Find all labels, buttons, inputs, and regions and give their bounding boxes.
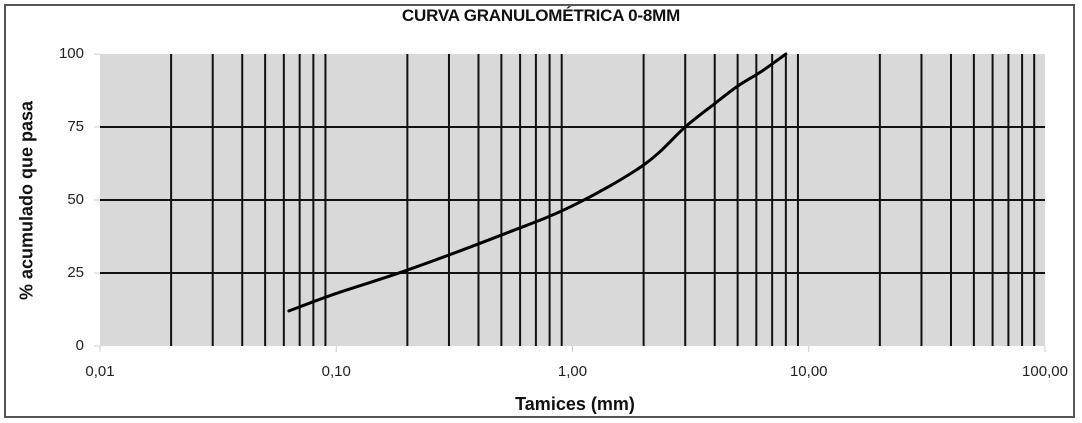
y-tick-label: 100	[58, 45, 84, 62]
x-tick-label: 100,00	[1022, 363, 1068, 380]
y-tick-label: 50	[67, 191, 84, 208]
y-tick-label: 0	[75, 337, 84, 354]
y-tick-label: 25	[67, 264, 84, 281]
x-tick-label: 10,00	[789, 363, 828, 380]
chart-title: CURVA GRANULOMÉTRICA 0-8MM	[401, 6, 681, 25]
x-tick-label: 1,00	[557, 363, 588, 380]
x-tick-label: 0,01	[85, 363, 115, 380]
grading-curve-line	[287, 52, 788, 313]
x-tick-label: 0,10	[321, 363, 351, 380]
y-tick-label: 75	[67, 118, 84, 135]
x-axis-label: Tamices (mm)	[515, 394, 635, 414]
